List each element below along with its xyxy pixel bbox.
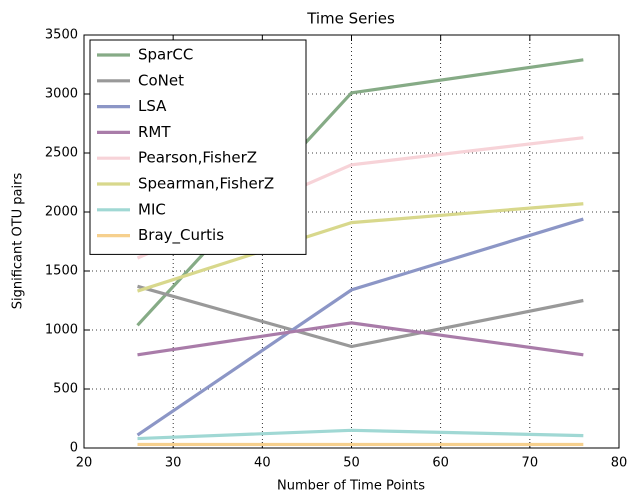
series-line <box>137 321 584 357</box>
y-tick-label: 1000 <box>45 323 78 338</box>
x-axis-label: Number of Time Points <box>277 479 425 494</box>
x-tick-label: 50 <box>343 456 360 471</box>
series-line <box>137 284 584 349</box>
legend-label: RMT <box>138 123 171 141</box>
legend-label: LSA <box>138 97 167 115</box>
legend-label: Spearman,FisherZ <box>138 175 274 193</box>
series-line <box>136 217 584 437</box>
x-tick-label: 20 <box>76 456 93 471</box>
y-axis-label: Significant OTU pairs <box>11 173 26 310</box>
series-line <box>137 202 584 293</box>
legend-label: CoNet <box>138 71 184 89</box>
x-tick-label: 70 <box>522 456 539 471</box>
legend-box <box>89 39 307 255</box>
x-tick-label: 60 <box>432 456 449 471</box>
plot-frame <box>83 34 620 449</box>
chart-title: Time Series <box>306 10 395 28</box>
y-tick-label: 1500 <box>45 264 78 279</box>
x-tick-label: 80 <box>611 456 628 471</box>
y-tick-label: 2000 <box>45 205 78 220</box>
legend-label: SparCC <box>138 46 193 64</box>
x-tick-label: 40 <box>254 456 271 471</box>
legend-label: MIC <box>138 200 166 218</box>
y-tick-label: 3000 <box>45 87 78 102</box>
x-tick-label: 30 <box>165 456 182 471</box>
series-line <box>137 428 584 441</box>
y-tick-label: 3500 <box>45 28 78 43</box>
y-tick-label: 500 <box>53 382 78 397</box>
legend-label: Pearson,FisherZ <box>138 149 257 167</box>
y-tick-label: 0 <box>70 441 78 456</box>
y-tick-label: 2500 <box>45 146 78 161</box>
legend-label: Bray_Curtis <box>138 226 224 245</box>
